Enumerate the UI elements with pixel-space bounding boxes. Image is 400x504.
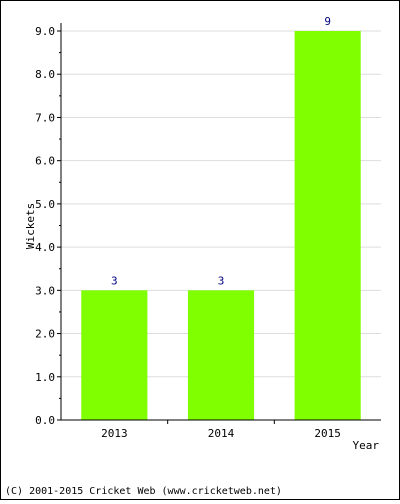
bar-value-label: 3 <box>111 274 118 287</box>
y-tick-label: 9.0 <box>35 25 55 38</box>
y-tick-label: 3.0 <box>35 284 55 297</box>
y-tick-label: 4.0 <box>35 241 55 254</box>
y-tick-label: 5.0 <box>35 198 55 211</box>
y-tick-label: 2.0 <box>35 328 55 341</box>
y-tick-label: 0.0 <box>35 414 55 427</box>
y-tick-label: 8.0 <box>35 68 55 81</box>
y-tick-label: 7.0 <box>35 111 55 124</box>
y-tick-label: 1.0 <box>35 371 55 384</box>
bar <box>81 290 148 420</box>
y-tick-label: 6.0 <box>35 155 55 168</box>
x-axis-label: Year <box>353 439 380 452</box>
bar-value-label: 3 <box>218 274 225 287</box>
copyright-footer: (C) 2001-2015 Cricket Web (www.cricketwe… <box>5 486 282 497</box>
bar-value-label: 9 <box>324 15 331 28</box>
bar <box>187 290 255 420</box>
bar <box>294 31 361 420</box>
x-tick-label: 2015 <box>314 427 341 440</box>
x-tick-label: 2013 <box>101 427 128 440</box>
y-axis-label: Wickets <box>24 203 37 249</box>
x-tick-label: 2014 <box>208 427 235 440</box>
